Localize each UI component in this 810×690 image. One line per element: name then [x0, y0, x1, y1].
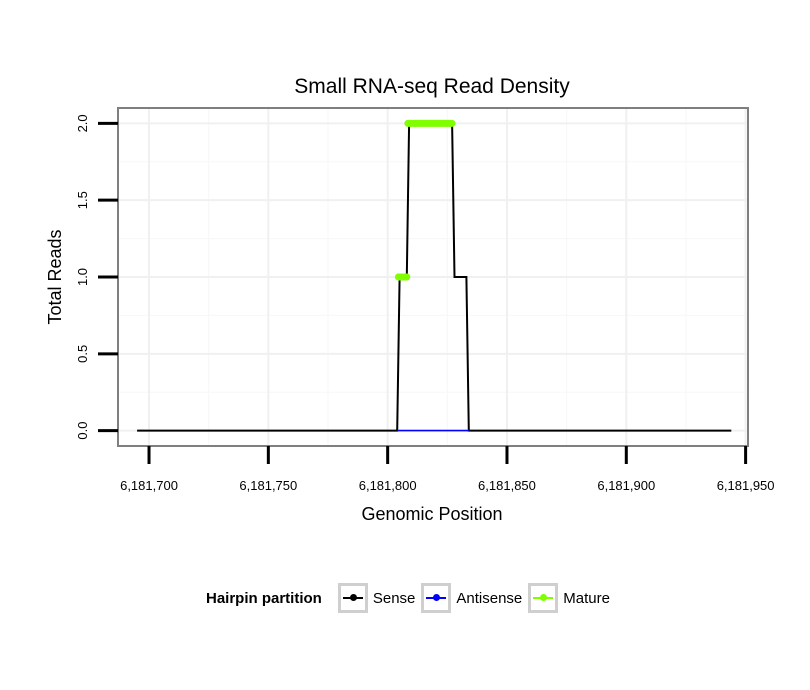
legend: Hairpin partition Sense Antisense Mature [206, 580, 616, 616]
y-tick-label: 1.5 [75, 191, 90, 209]
legend-label-antisense: Antisense [456, 589, 523, 607]
y-tick-label: 0.5 [75, 345, 90, 363]
chart-title: Small RNA-seq Read Density [294, 75, 570, 98]
legend-key-antisense [421, 583, 452, 613]
legend-label-mature: Mature [563, 589, 610, 607]
legend-key-mature [528, 583, 559, 613]
y-tick-label: 0.0 [75, 422, 90, 440]
legend-key-sense [337, 583, 368, 613]
x-tick-label: 6,181,850 [478, 478, 536, 493]
x-tick-label: 6,181,700 [120, 478, 178, 493]
legend-item-sense: Sense [337, 583, 416, 613]
x-tick-label: 6,181,750 [239, 478, 297, 493]
chart: Small RNA-seq Read Density Genomic Posit… [45, 75, 775, 524]
x-tick-label: 6,181,800 [359, 478, 417, 493]
y-tick-label: 1.0 [75, 268, 90, 286]
legend-label-sense: Sense [372, 589, 416, 607]
x-tick-label: 6,181,900 [597, 478, 655, 493]
legend-item-mature: Mature [528, 583, 610, 613]
y-axis-label: Total Reads [45, 229, 65, 324]
x-tick-label: 6,181,950 [717, 478, 775, 493]
y-tick-label: 2.0 [75, 114, 90, 132]
legend-item-antisense: Antisense [421, 583, 522, 613]
legend-title: Hairpin partition [206, 589, 322, 607]
x-axis-label: Genomic Position [361, 504, 502, 524]
